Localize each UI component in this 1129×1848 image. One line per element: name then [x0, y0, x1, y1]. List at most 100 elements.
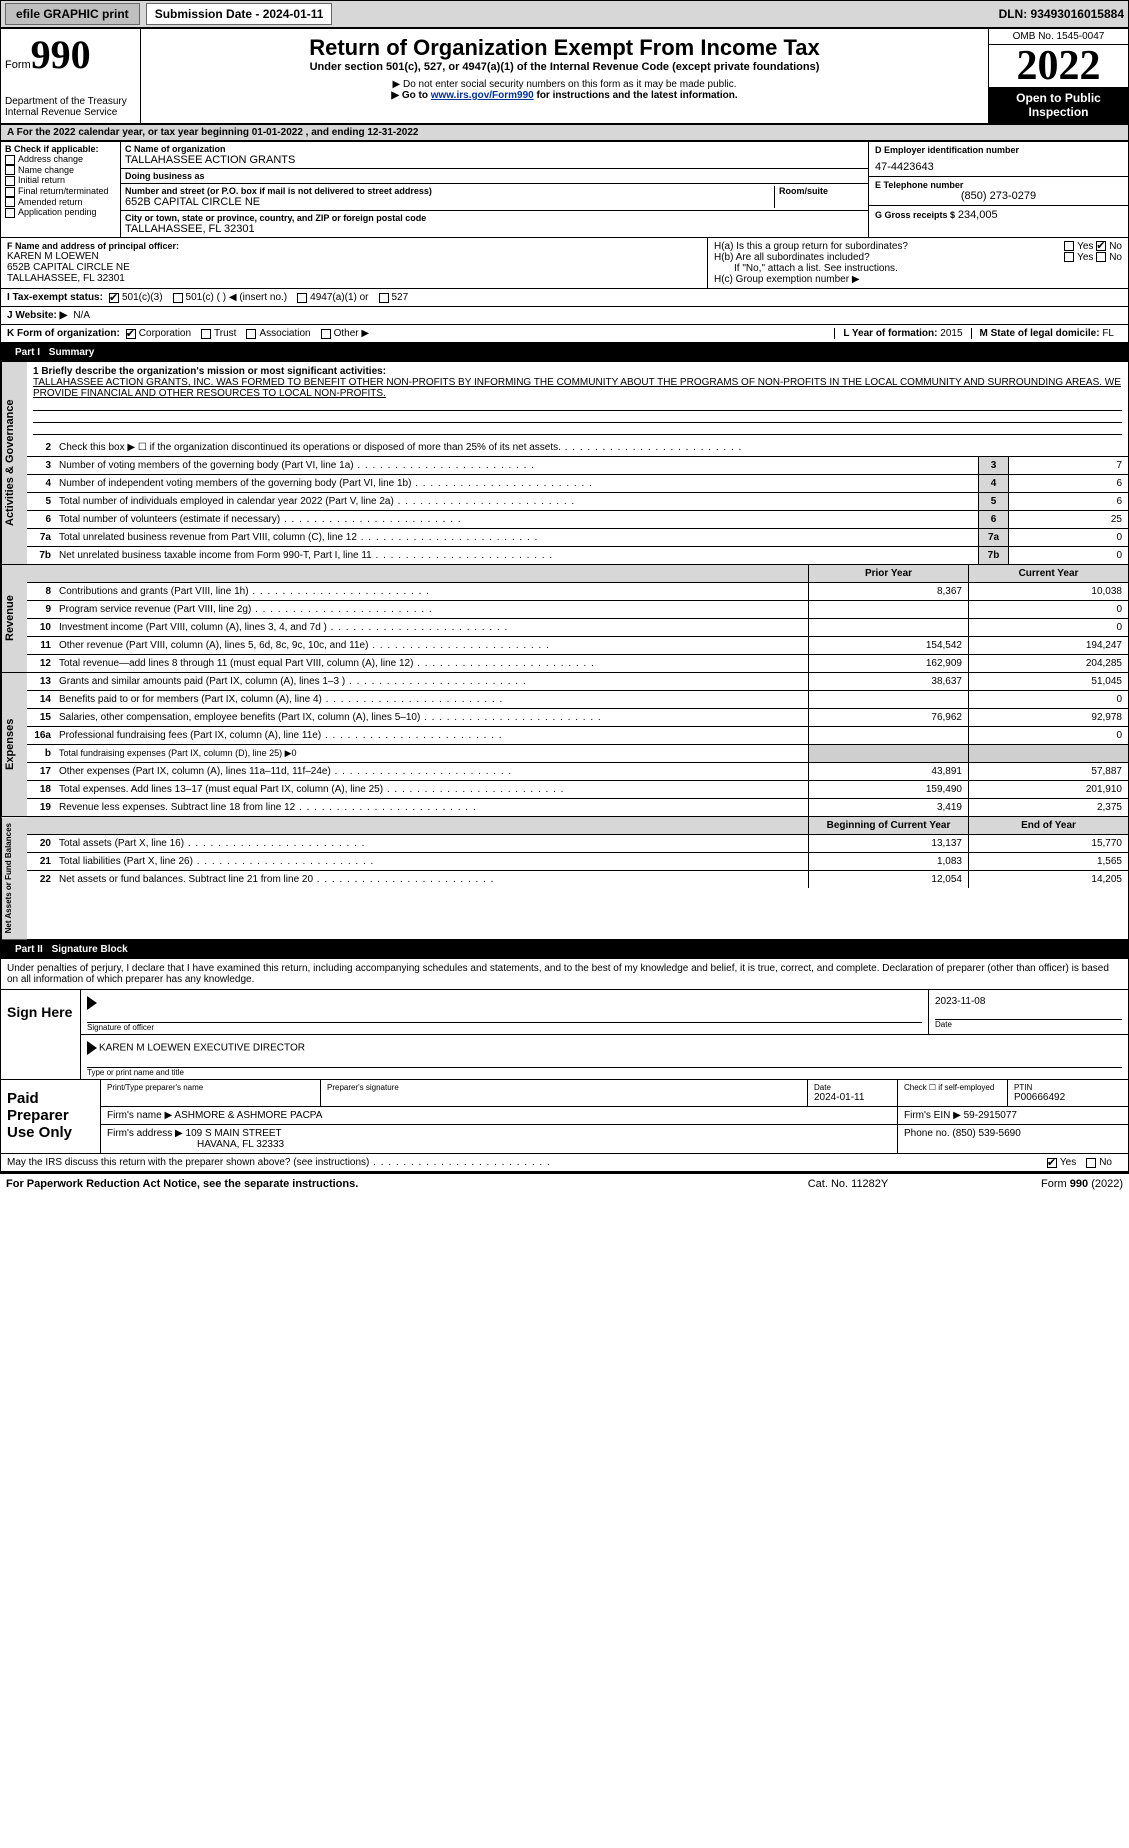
data-line: 20Total assets (Part X, line 16)13,13715…	[27, 835, 1128, 853]
vlabel-exp: Expenses	[1, 673, 27, 816]
footer: For Paperwork Reduction Act Notice, see …	[0, 1172, 1129, 1194]
discuss-no-checkbox[interactable]	[1086, 1158, 1096, 1168]
end-year-head: End of Year	[968, 817, 1128, 834]
section-i: I Tax-exempt status: 501(c)(3) 501(c) ( …	[0, 289, 1129, 307]
officer-name: KAREN M LOEWEN	[7, 251, 701, 262]
b-option: Address change	[5, 154, 116, 165]
b-option-checkbox[interactable]	[5, 197, 15, 207]
data-line: 12Total revenue—add lines 8 through 11 (…	[27, 655, 1128, 672]
c-name-label: C Name of organization	[125, 144, 864, 154]
firm-ein-label: Firm's EIN ▶	[904, 1110, 961, 1121]
data-line: 8Contributions and grants (Part VIII, li…	[27, 583, 1128, 601]
b-option-checkbox[interactable]	[5, 187, 15, 197]
527-checkbox[interactable]	[379, 293, 389, 303]
self-employed: Check ☐ if self-employed	[898, 1080, 1008, 1106]
state-domicile: FL	[1102, 328, 1114, 339]
data-line: bTotal fundraising expenses (Part IX, co…	[27, 745, 1128, 763]
prep-sig-label: Preparer's signature	[327, 1083, 801, 1092]
b-option-checkbox[interactable]	[5, 208, 15, 218]
ein-label: D Employer identification number	[875, 145, 1122, 155]
gov-line: 6Total number of volunteers (estimate if…	[27, 511, 1128, 529]
period-text: For the 2022 calendar year, or tax year …	[17, 127, 419, 138]
data-line: 21Total liabilities (Part X, line 26)1,0…	[27, 853, 1128, 871]
name-title-label: Type or print name and title	[87, 1067, 1122, 1077]
vlabel-gov: Activities & Governance	[1, 362, 27, 564]
begin-year-head: Beginning of Current Year	[808, 817, 968, 834]
dept-treasury: Department of the Treasury	[5, 96, 136, 107]
vlabel-net: Net Assets or Fund Balances	[1, 817, 27, 939]
data-line: 13Grants and similar amounts paid (Part …	[27, 673, 1128, 691]
k-corp-checkbox[interactable]	[126, 329, 136, 339]
vlabel-rev: Revenue	[1, 565, 27, 672]
firm-name: ASHMORE & ASHMORE PACPA	[174, 1110, 322, 1121]
submission-date: Submission Date - 2024-01-11	[146, 3, 333, 25]
firm-name-label: Firm's name ▶	[107, 1110, 172, 1121]
year-formation: 2015	[940, 328, 962, 339]
b-option-checkbox[interactable]	[5, 165, 15, 175]
irs-label: Internal Revenue Service	[5, 107, 136, 118]
footer-left: For Paperwork Reduction Act Notice, see …	[6, 1178, 773, 1190]
firm-addr2: HAVANA, FL 32333	[197, 1139, 284, 1150]
street-label: Number and street (or P.O. box if mail i…	[125, 186, 774, 196]
k-assoc-checkbox[interactable]	[246, 329, 256, 339]
firm-phone: (850) 539-5690	[952, 1128, 1020, 1139]
b-option: Final return/terminated	[5, 186, 116, 197]
efile-button[interactable]: efile GRAPHIC print	[5, 3, 140, 25]
501c-checkbox[interactable]	[173, 293, 183, 303]
net-section: Net Assets or Fund Balances Beginning of…	[0, 817, 1129, 940]
hb-yes-checkbox[interactable]	[1064, 252, 1074, 262]
b-option: Initial return	[5, 175, 116, 186]
street-value: 652B CAPITAL CIRCLE NE	[125, 196, 774, 208]
form-number: 990	[31, 32, 91, 77]
paid-preparer-label: Paid Preparer Use Only	[1, 1080, 101, 1153]
prep-date: 2024-01-11	[814, 1092, 891, 1103]
officer-city: TALLAHASSEE, FL 32301	[7, 273, 701, 284]
gov-line: 2Check this box ▶ ☐ if the organization …	[27, 439, 1128, 457]
ptin-value: P00666492	[1014, 1092, 1122, 1103]
sign-here-label: Sign Here	[1, 990, 81, 1079]
data-line: 10Investment income (Part VIII, column (…	[27, 619, 1128, 637]
ein-value: 47-4423643	[875, 161, 1122, 173]
b-option: Application pending	[5, 207, 116, 218]
ha-yes-checkbox[interactable]	[1064, 241, 1074, 251]
officer-street: 652B CAPITAL CIRCLE NE	[7, 262, 701, 273]
current-year-head: Current Year	[968, 565, 1128, 582]
form-title: Return of Organization Exempt From Incom…	[145, 35, 984, 61]
k-other-checkbox[interactable]	[321, 329, 331, 339]
phone-value: (850) 273-0279	[875, 190, 1122, 202]
website-value: N/A	[73, 310, 90, 321]
form-subtitle: Under section 501(c), 527, or 4947(a)(1)…	[145, 61, 984, 73]
b-option-checkbox[interactable]	[5, 155, 15, 165]
officer-name-title: KAREN M LOEWEN EXECUTIVE DIRECTOR	[99, 1043, 305, 1054]
goto-post: for instructions and the latest informat…	[534, 90, 738, 101]
b-option: Name change	[5, 165, 116, 176]
hb-no-checkbox[interactable]	[1096, 252, 1106, 262]
data-line: 9Program service revenue (Part VIII, lin…	[27, 601, 1128, 619]
dba-label: Doing business as	[125, 171, 864, 181]
section-bcd: B Check if applicable: Address changeNam…	[0, 141, 1129, 238]
org-name: TALLAHASSEE ACTION GRANTS	[125, 154, 864, 166]
b-option-checkbox[interactable]	[5, 176, 15, 186]
ha-no-checkbox[interactable]	[1096, 241, 1106, 251]
tax-year: 2022	[989, 45, 1128, 87]
4947-checkbox[interactable]	[297, 293, 307, 303]
form-header: Form990 Department of the Treasury Inter…	[0, 28, 1129, 124]
gov-line: 3Number of voting members of the governi…	[27, 457, 1128, 475]
k-trust-checkbox[interactable]	[201, 329, 211, 339]
data-line: 16aProfessional fundraising fees (Part I…	[27, 727, 1128, 745]
firm-phone-label: Phone no.	[904, 1128, 950, 1139]
gov-line: 7aTotal unrelated business revenue from …	[27, 529, 1128, 547]
phone-label: E Telephone number	[875, 180, 1122, 190]
501c3-checkbox[interactable]	[109, 293, 119, 303]
section-klm: K Form of organization: Corporation Trus…	[0, 325, 1129, 343]
sig-date-label: Date	[935, 1019, 1122, 1029]
hb-note: If "No," attach a list. See instructions…	[734, 263, 1122, 274]
gross-label: G Gross receipts $	[875, 210, 955, 220]
gross-value: 234,005	[958, 209, 998, 221]
ha-label: H(a) Is this a group return for subordin…	[714, 241, 908, 252]
discuss-yes-checkbox[interactable]	[1047, 1158, 1057, 1168]
b-option: Amended return	[5, 197, 116, 208]
data-line: 15Salaries, other compensation, employee…	[27, 709, 1128, 727]
f-label: F Name and address of principal officer:	[7, 241, 701, 251]
goto-link[interactable]: www.irs.gov/Form990	[431, 90, 534, 101]
